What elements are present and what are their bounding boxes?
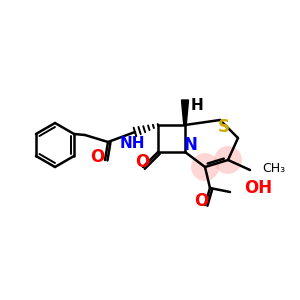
Text: O: O [90, 148, 104, 166]
Circle shape [214, 146, 242, 174]
Text: O: O [194, 192, 208, 210]
Text: S: S [218, 118, 230, 136]
Text: NH: NH [119, 136, 145, 152]
Text: O: O [135, 153, 149, 171]
Text: H: H [190, 98, 203, 112]
Polygon shape [182, 100, 188, 125]
Text: N: N [183, 136, 197, 154]
Text: CH₃: CH₃ [262, 161, 285, 175]
Text: OH: OH [244, 179, 272, 197]
Circle shape [191, 153, 219, 181]
